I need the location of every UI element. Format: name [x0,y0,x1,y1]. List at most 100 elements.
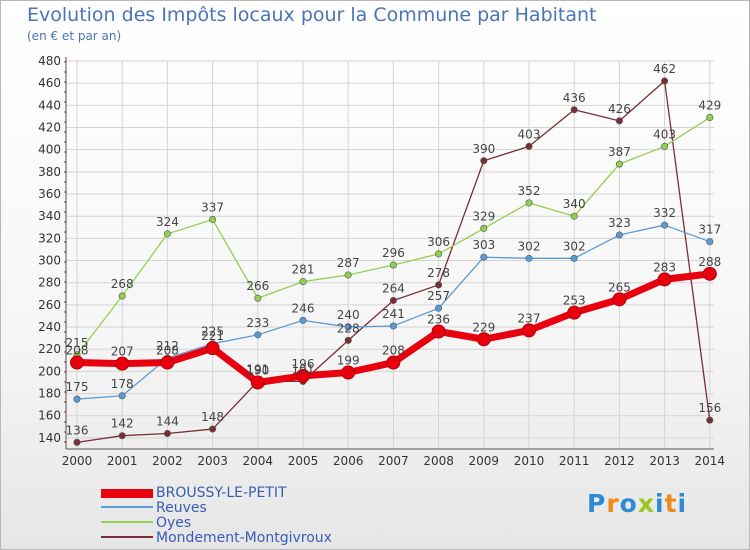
data-point-3 [525,142,533,150]
data-point-3 [209,425,217,433]
data-label: 142 [111,417,134,431]
data-label: 228 [337,321,360,335]
data-point-0 [160,355,175,370]
data-point-1 [525,254,533,262]
data-point-3 [435,281,443,289]
data-label: 429 [698,99,721,113]
data-label: 178 [111,377,134,391]
data-point-0 [115,356,130,371]
data-label: 283 [653,260,676,274]
data-point-1 [480,253,488,261]
x-tick-label: 2006 [333,454,364,468]
data-point-3 [480,157,488,165]
x-tick-label: 2013 [649,454,680,468]
data-label: 387 [608,145,631,159]
y-tick-label: 440 [38,98,61,112]
data-point-1 [661,221,669,229]
x-tick-label: 2010 [514,454,545,468]
x-tick-label: 2001 [107,454,138,468]
data-label: 207 [111,345,134,359]
y-tick-label: 360 [38,187,61,201]
logo-letter: o [619,489,638,518]
data-label: 175 [66,380,89,394]
x-tick-label: 2005 [288,454,319,468]
y-tick-label: 140 [38,431,61,445]
logo-letter: r [606,489,620,518]
data-point-0 [250,375,265,390]
data-label: 221 [201,329,224,343]
x-tick-label: 2008 [423,454,454,468]
data-point-0 [612,292,627,307]
data-label: 296 [382,246,405,260]
y-tick-label: 160 [38,409,61,423]
data-label: 156 [698,401,721,415]
x-tick-label: 2011 [559,454,590,468]
data-label: 426 [608,102,631,116]
data-label: 253 [563,294,586,308]
data-label: 403 [518,127,541,141]
data-point-0 [431,324,446,339]
data-point-0 [296,368,310,383]
data-label: 208 [156,344,179,358]
legend-swatch-oyes [101,521,153,523]
data-label: 241 [382,307,405,321]
legend-item-oyes: Oyes [101,515,401,531]
data-label: 208 [382,344,405,358]
data-label: 236 [427,312,450,326]
logo-letter: i [677,489,688,518]
data-label: 332 [653,206,676,220]
data-point-2 [344,271,352,279]
y-tick-label: 400 [38,143,61,157]
data-point-0 [70,355,84,370]
data-label: 215 [66,336,89,350]
data-point-2 [254,294,262,302]
logo-letter: i [655,489,665,518]
data-point-0 [341,365,356,380]
data-point-2 [570,212,578,220]
data-point-3 [661,77,669,85]
data-point-3 [615,117,623,125]
legend-label-oyes: Oyes [156,515,192,531]
data-point-1 [570,254,578,262]
data-point-2 [209,216,217,224]
y-tick-label: 260 [38,298,61,312]
data-point-2 [299,278,307,286]
data-label: 246 [292,301,315,315]
chart-subtitle: (en € et par an) [27,29,122,43]
x-tick-label: 2003 [197,454,228,468]
data-point-2 [118,292,126,300]
data-point-0 [205,341,220,356]
data-point-3 [389,296,397,304]
data-label: 191 [292,362,315,376]
data-point-2 [706,114,714,122]
data-point-2 [525,199,533,207]
y-tick-label: 180 [38,387,61,401]
data-point-2 [615,160,623,168]
chart-title: Evolution des Impôts locaux pour la Comm… [27,4,597,26]
data-label: 403 [653,127,676,141]
data-label: 225 [201,325,224,339]
x-tick-label: 2012 [604,454,635,468]
x-tick-label: 2009 [469,454,500,468]
data-label: 352 [518,184,541,198]
data-label: 212 [156,339,179,353]
data-point-1 [299,316,307,324]
data-point-0 [386,355,401,370]
legend-item-broussy: BROUSSY-LE-PETIT [101,485,401,501]
data-point-2 [435,250,443,258]
data-label: 257 [427,289,450,303]
data-label: 287 [337,256,360,270]
data-label: 302 [518,239,541,253]
data-label: 268 [111,277,134,291]
y-tick-label: 340 [38,209,61,223]
data-label: 303 [472,238,495,252]
data-point-0 [567,305,582,320]
legend-label-broussy: BROUSSY-LE-PETIT [156,485,287,501]
data-point-3 [706,416,714,424]
legend-label-mondement: Mondement-Montgivroux [156,530,332,546]
data-point-1 [344,323,352,331]
data-label: 208 [66,344,89,358]
logo-letter: t [664,489,678,518]
